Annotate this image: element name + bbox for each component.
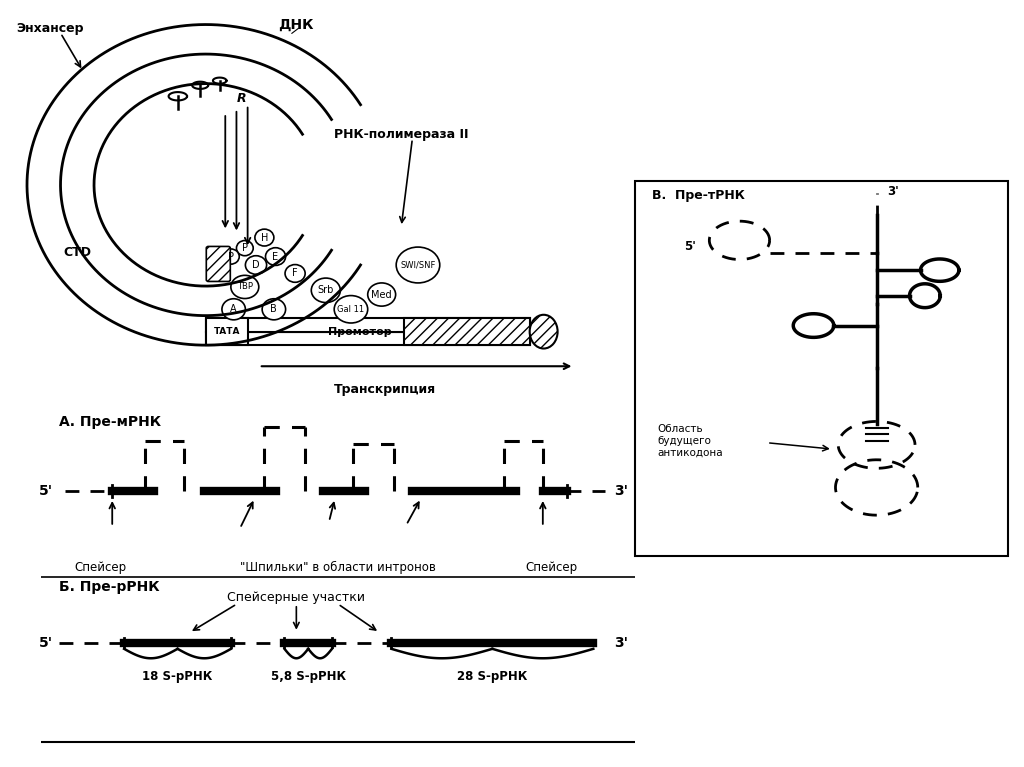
Ellipse shape — [222, 249, 240, 264]
Text: 5': 5' — [39, 484, 53, 499]
Text: D: D — [252, 260, 260, 270]
Text: SWI/SNF: SWI/SNF — [400, 261, 435, 269]
Text: ДНК: ДНК — [279, 18, 313, 31]
Ellipse shape — [529, 314, 558, 348]
Ellipse shape — [246, 255, 266, 275]
Text: 18 S-рРНК: 18 S-рРНК — [142, 670, 213, 683]
Text: А. Пре-мРНК: А. Пре-мРНК — [58, 416, 161, 430]
Text: R: R — [237, 92, 246, 105]
Ellipse shape — [255, 229, 273, 246]
Ellipse shape — [311, 278, 340, 302]
Text: H: H — [261, 232, 268, 242]
Text: Энхансер: Энхансер — [15, 22, 83, 35]
Text: Srb: Srb — [317, 285, 334, 295]
Text: P: P — [242, 243, 248, 253]
Ellipse shape — [262, 298, 286, 320]
Ellipse shape — [285, 265, 305, 282]
Text: 28 S-рРНК: 28 S-рРНК — [457, 670, 527, 683]
Ellipse shape — [265, 248, 286, 265]
Text: Спейсерные участки: Спейсерные участки — [227, 591, 366, 604]
Text: 5': 5' — [684, 240, 695, 253]
Text: Область
будущего
антикодона: Область будущего антикодона — [657, 424, 723, 457]
Text: РНК-полимераза II: РНК-полимераза II — [334, 128, 469, 140]
Text: 3': 3' — [614, 636, 628, 650]
Text: B: B — [270, 304, 278, 314]
Bar — [404, 318, 529, 345]
FancyBboxPatch shape — [206, 246, 230, 281]
Text: Med: Med — [372, 289, 392, 300]
Text: Спейсер: Спейсер — [525, 561, 578, 574]
Text: Спейсер: Спейсер — [75, 561, 126, 574]
Ellipse shape — [334, 295, 368, 323]
Text: E: E — [272, 252, 279, 262]
Text: 5': 5' — [39, 636, 53, 650]
Text: Б. Пре-рРНК: Б. Пре-рРНК — [58, 581, 160, 594]
Text: P: P — [228, 252, 233, 262]
Text: F: F — [292, 268, 298, 278]
Text: TBP: TBP — [237, 282, 253, 291]
Text: Транскрипция: Транскрипция — [334, 383, 435, 396]
Text: ТАТА: ТАТА — [213, 328, 240, 336]
Text: A: A — [230, 304, 237, 314]
Text: 3': 3' — [614, 484, 628, 499]
Bar — [206, 318, 248, 345]
Ellipse shape — [230, 275, 259, 298]
Bar — [206, 318, 529, 331]
Text: Промотор: Промотор — [328, 327, 391, 337]
Text: 5,8 S-рРНК: 5,8 S-рРНК — [270, 670, 346, 683]
Text: В.  Пре-тРНК: В. Пре-тРНК — [651, 189, 744, 202]
Text: 3': 3' — [888, 185, 899, 198]
Ellipse shape — [368, 283, 395, 306]
Text: CTD: CTD — [63, 246, 91, 258]
Text: "Шпильки" в области интронов: "Шпильки" в области интронов — [240, 561, 436, 574]
Ellipse shape — [396, 247, 439, 283]
Bar — [206, 331, 529, 345]
Text: Gal 11: Gal 11 — [337, 304, 365, 314]
Ellipse shape — [237, 241, 253, 255]
Ellipse shape — [222, 298, 246, 320]
